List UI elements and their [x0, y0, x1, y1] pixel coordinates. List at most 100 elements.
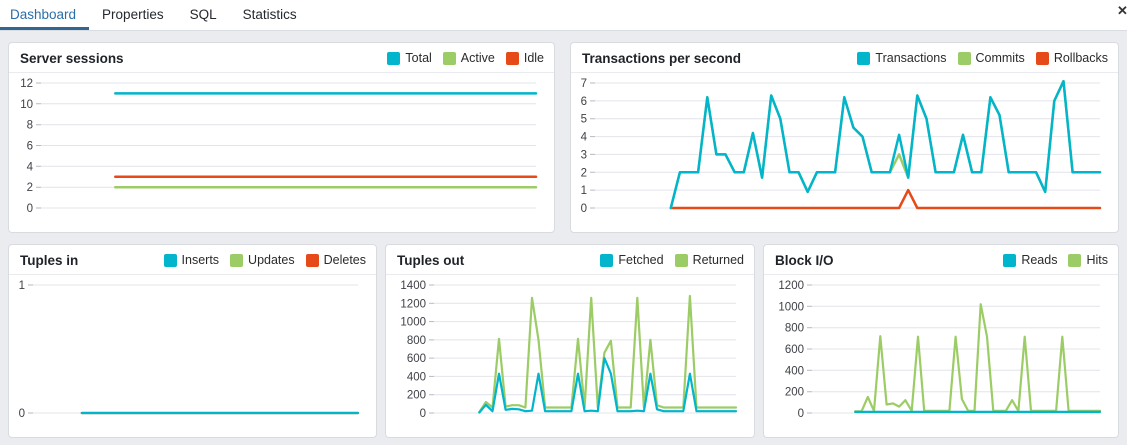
tab-statistics[interactable]: Statistics [242, 7, 297, 22]
tab-sql[interactable]: SQL [189, 7, 217, 22]
legend-item: Idle [505, 51, 544, 65]
y-axis-tick-label: 0 [27, 203, 33, 215]
legend-item: Total [387, 51, 432, 65]
y-axis-tick-label: 7 [581, 78, 587, 90]
legend-label: Hits [1086, 253, 1108, 267]
y-axis-tick-label: 2 [27, 182, 33, 194]
chart-legend: Total Active Idle [376, 51, 544, 65]
legend-label: Rollbacks [1053, 51, 1108, 65]
y-axis-tick-label: 400 [407, 371, 426, 383]
chart-canvas-server-sessions: 0 2 4 6 8 10 12 [9, 73, 554, 232]
panel-title: Transactions per second [582, 50, 742, 66]
y-axis-tick-label: 5 [581, 114, 587, 126]
chart-legend: Reads Hits [992, 253, 1108, 267]
series-line-hits [854, 303, 1102, 413]
y-axis-tick-label: 6 [27, 141, 33, 153]
y-axis-tick-label: 1 [19, 280, 25, 292]
y-axis-tick-label: 200 [407, 390, 426, 402]
panel-header: Tuples in Inserts Updates Deletes [9, 245, 376, 275]
legend-item: Rollbacks [1035, 51, 1108, 65]
legend-item: Transactions [857, 51, 947, 65]
y-axis-tick-label: 4 [581, 132, 588, 144]
legend-swatch-icon [1003, 253, 1017, 267]
legend-label: Inserts [181, 253, 220, 267]
legend-swatch-icon [387, 51, 401, 65]
legend-label: Updates [248, 253, 295, 267]
charts-row-top: Server sessions Total Active Idle 0 2 4 6 8 10 1… [8, 42, 1119, 233]
legend-item: Updates [230, 253, 295, 267]
chart-svg: 0 200 400 600 800 1000 1200 [778, 280, 1102, 420]
y-axis-tick-label: 1000 [778, 301, 804, 313]
chart-canvas-tuples-out: 0 200 400 600 800 1000 1200 1400 [386, 275, 754, 437]
legend-swatch-icon [600, 253, 614, 267]
y-axis-tick-label: 600 [785, 344, 804, 356]
y-axis-tick-label: 2 [581, 167, 587, 179]
chart-svg: 0 1 2 3 4 5 6 7 [581, 78, 1102, 215]
legend-item: Returned [674, 253, 744, 267]
legend-swatch-icon [230, 253, 244, 267]
y-axis-tick-label: 400 [785, 365, 804, 377]
y-axis-tick-label: 1000 [400, 317, 426, 329]
legend-swatch-icon [1035, 51, 1049, 65]
y-axis-tick-label: 6 [581, 96, 587, 108]
y-axis-tick-label: 800 [785, 323, 804, 335]
legend-swatch-icon [442, 51, 456, 65]
legend-item: Inserts [163, 253, 220, 267]
legend-item: Hits [1068, 253, 1108, 267]
panel-transactions-per-second: Transactions per second Transactions Comm… [570, 42, 1119, 233]
panel-title: Block I/O [775, 252, 834, 268]
chart-svg: 01 [19, 280, 360, 420]
series-line-rollbacks [669, 188, 1102, 210]
chart-svg: 0 2 4 6 8 10 12 [20, 78, 538, 215]
panel-header: Tuples out Fetched Returned [386, 245, 754, 275]
legend-swatch-icon [674, 253, 688, 267]
legend-label: Transactions [875, 51, 947, 65]
y-axis-tick-label: 800 [407, 335, 426, 347]
legend-item: Commits [957, 51, 1025, 65]
y-axis-tick-label: 1200 [778, 280, 804, 292]
panel-title: Tuples in [20, 252, 79, 268]
chart-canvas-transactions: 0 1 2 3 4 5 6 7 [571, 73, 1118, 232]
series-line-fetched [478, 356, 738, 414]
legend-label: Active [460, 51, 495, 65]
legend-swatch-icon [505, 51, 519, 65]
panel-server-sessions: Server sessions Total Active Idle 0 2 4 6 8 10 1… [8, 42, 555, 233]
tab-dashboard[interactable]: Dashboard [0, 0, 90, 30]
y-axis-tick-label: 0 [19, 408, 25, 420]
close-icon[interactable]: ✕ [1117, 3, 1127, 18]
y-axis-tick-label: 3 [581, 149, 587, 161]
legend-swatch-icon [163, 253, 177, 267]
panel-block-io: Block I/O Reads Hits 0 200 400 600 800 1000 120… [763, 244, 1119, 438]
tab-properties[interactable]: Properties [102, 7, 164, 22]
y-axis-tick-label: 1400 [400, 280, 426, 292]
panel-tuples-out: Tuples out Fetched Returned 0 200 400 600 800… [385, 244, 755, 438]
y-axis-tick-label: 12 [20, 78, 33, 90]
y-axis-tick-label: 0 [798, 408, 804, 420]
legend-label: Deletes [323, 253, 366, 267]
panel-header: Server sessions Total Active Idle [9, 43, 554, 73]
legend-item: Reads [1003, 253, 1057, 267]
panel-title: Server sessions [20, 50, 124, 66]
series-line-transactions [669, 79, 1102, 210]
y-axis-tick-label: 0 [581, 203, 587, 215]
y-axis-tick-label: 200 [785, 387, 804, 399]
legend-item: Deletes [305, 253, 366, 267]
chart-canvas-block-io: 0 200 400 600 800 1000 1200 [764, 275, 1118, 437]
chart-legend: Transactions Commits Rollbacks [846, 51, 1108, 65]
tab-bar: Dashboard Properties SQL Statistics ✕ [0, 0, 1127, 31]
y-axis-tick-label: 10 [20, 99, 33, 111]
legend-item: Active [442, 51, 495, 65]
chart-legend: Fetched Returned [589, 253, 744, 267]
panel-title: Tuples out [397, 252, 465, 268]
legend-label: Fetched [618, 253, 664, 267]
legend-label: Commits [975, 51, 1025, 65]
legend-item: Fetched [600, 253, 664, 267]
legend-label: Reads [1021, 253, 1058, 267]
panel-header: Transactions per second Transactions Comm… [571, 43, 1118, 73]
chart-svg: 0 200 400 600 800 1000 1200 1400 [400, 280, 738, 420]
chart-legend: Inserts Updates Deletes [153, 253, 366, 267]
series-line-returned [478, 294, 738, 414]
